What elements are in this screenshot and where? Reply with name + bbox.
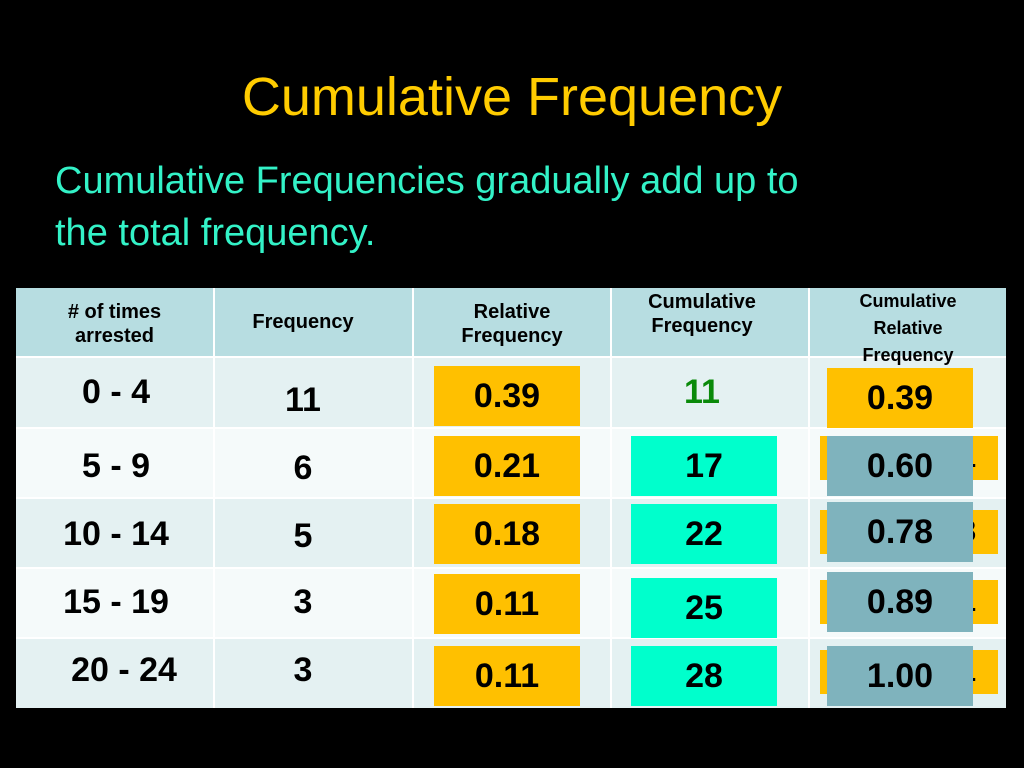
cell-cumulative-frequency: 11 bbox=[684, 373, 720, 411]
relative-frequency-box: 0.21 bbox=[434, 436, 580, 496]
cumulative-frequency-box: 28 bbox=[631, 646, 777, 706]
relative-frequency-box: 0.39 bbox=[434, 366, 580, 426]
subtitle-line-1: Cumulative Frequencies gradually add up … bbox=[55, 160, 799, 202]
cell-interval: 0 - 4 bbox=[81, 373, 151, 411]
slide-subtitle: Cumulative Frequencies gradually add up … bbox=[55, 155, 975, 259]
cell-interval: 5 - 9 bbox=[81, 447, 151, 485]
header-relative-frequency: Relative Frequency bbox=[461, 301, 563, 347]
cell-frequency: 5 bbox=[293, 517, 313, 555]
cell-interval: 20 - 24 bbox=[71, 651, 177, 689]
cumulative-relative-frequency-box: 0.39 bbox=[827, 368, 973, 428]
cumulative-frequency-box: 25 bbox=[631, 578, 777, 638]
cell-frequency: 3 bbox=[293, 583, 313, 621]
row-divider bbox=[16, 497, 1006, 499]
header-cumulative-frequency: Cumulative Frequency bbox=[648, 291, 756, 337]
cumulative-frequency-box: 17 bbox=[631, 436, 777, 496]
cell-interval: 15 - 19 bbox=[63, 583, 169, 621]
cell-frequency: 3 bbox=[293, 651, 313, 689]
header-frequency: Frequency bbox=[252, 311, 354, 333]
cumulative-relative-frequency-box: 1.00 bbox=[827, 646, 973, 706]
table-header-row bbox=[16, 288, 1006, 356]
cell-frequency: 11 bbox=[285, 381, 321, 419]
header-interval: # of times arrested bbox=[67, 301, 162, 347]
row-divider bbox=[16, 637, 1006, 639]
subtitle-line-2: the total frequency. bbox=[55, 212, 376, 254]
relative-frequency-box: 0.11 bbox=[434, 646, 580, 706]
row-divider bbox=[16, 356, 1006, 358]
cell-interval: 10 - 14 bbox=[63, 515, 169, 553]
cumulative-relative-frequency-box: 0.60 bbox=[827, 436, 973, 496]
column-divider bbox=[808, 288, 810, 708]
column-divider bbox=[412, 288, 414, 708]
cumulative-frequency-box: 22 bbox=[631, 504, 777, 564]
row-divider bbox=[16, 427, 1006, 429]
slide-title: Cumulative Frequency bbox=[241, 67, 783, 127]
cell-frequency: 6 bbox=[293, 449, 313, 487]
header-cumulative-relative-frequency: Cumulative Relative Frequency bbox=[859, 291, 957, 365]
column-divider bbox=[610, 288, 612, 708]
row-divider bbox=[16, 567, 1006, 569]
cumulative-relative-frequency-box: 0.78 bbox=[827, 502, 973, 562]
column-divider bbox=[213, 288, 215, 708]
cumulative-relative-frequency-box: 0.89 bbox=[827, 572, 973, 632]
frequency-table: # of times arrested Frequency Relative F… bbox=[16, 288, 1006, 708]
relative-frequency-box: 0.18 bbox=[434, 504, 580, 564]
relative-frequency-box: 0.11 bbox=[434, 574, 580, 634]
